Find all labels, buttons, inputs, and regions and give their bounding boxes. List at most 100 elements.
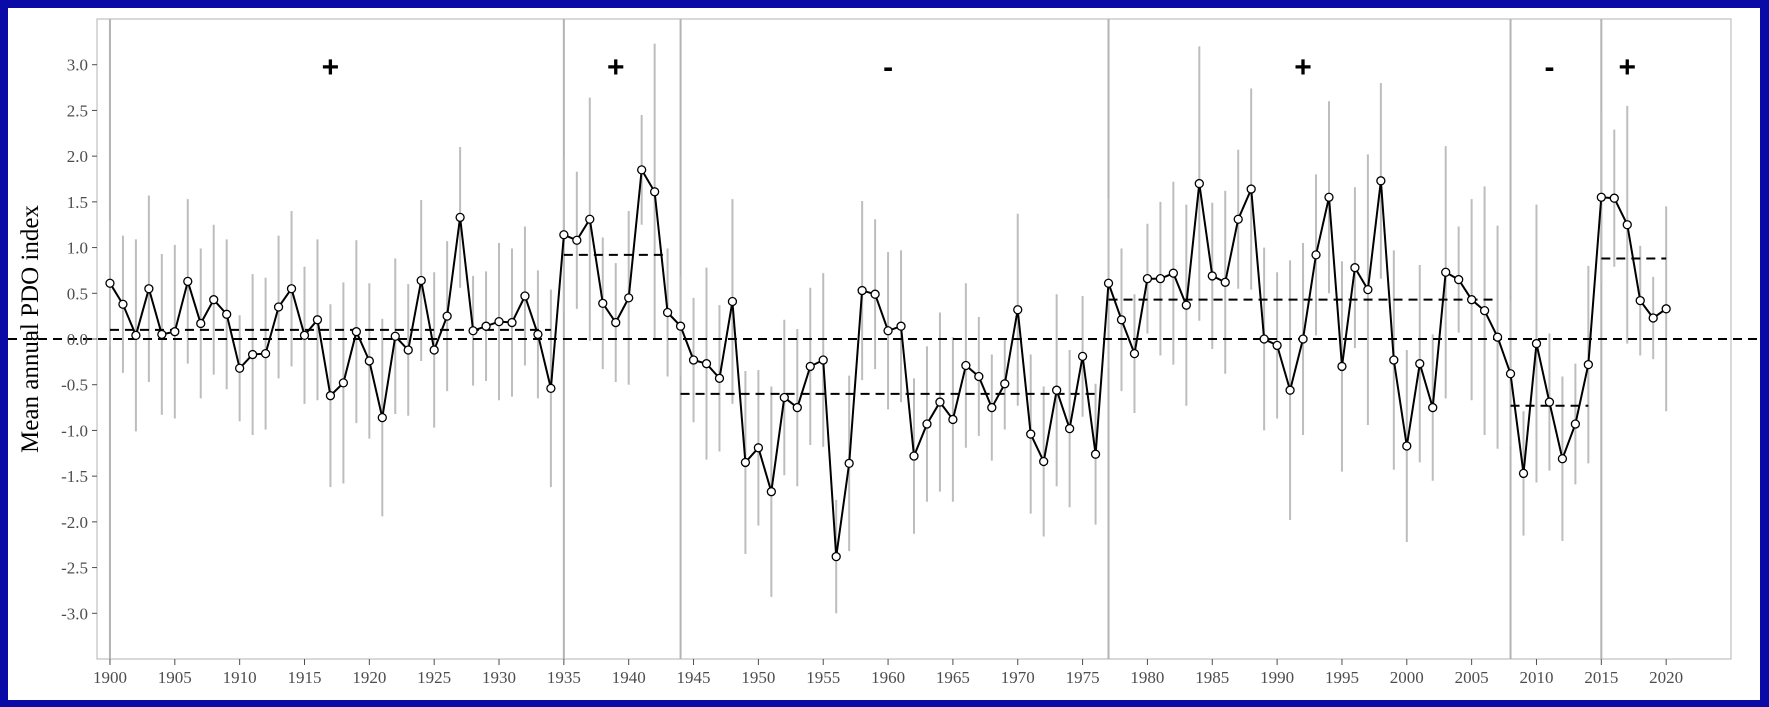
data-point	[1337, 361, 1347, 372]
data-point	[974, 371, 984, 382]
data-point	[948, 414, 958, 425]
data-point	[662, 307, 673, 318]
data-point	[1415, 359, 1425, 369]
x-tick-label: 1965	[936, 668, 970, 687]
data-point	[727, 296, 738, 307]
data-point	[273, 302, 284, 312]
data-point	[1090, 449, 1101, 459]
data-point	[1635, 295, 1645, 306]
data-point	[740, 457, 751, 468]
pdo-chart: + + - + - + 1900 1905 1910 1915 1920 1925 1930 1935 1…	[8, 18, 1760, 687]
data-point	[442, 311, 452, 321]
data-point	[1557, 454, 1568, 464]
data-point	[1285, 385, 1295, 395]
data-point	[598, 298, 608, 308]
x-tick-label: 1920	[352, 668, 386, 687]
phase-sign-label: -	[1544, 51, 1554, 84]
data-point	[585, 214, 595, 224]
data-point	[481, 321, 491, 331]
phase-signs: + + - + - +	[322, 51, 1636, 84]
phase-sign-label: +	[322, 51, 340, 84]
x-tick-label: 2005	[1455, 668, 1489, 687]
x-tick-label: 1975	[1066, 668, 1100, 687]
data-point	[1233, 214, 1243, 224]
data-point	[1661, 304, 1671, 314]
data-point	[637, 165, 647, 175]
data-point	[1609, 193, 1619, 203]
x-tick-label: 1985	[1195, 668, 1229, 687]
data-point	[1039, 456, 1049, 467]
data-point	[1142, 274, 1153, 284]
data-point	[390, 331, 400, 341]
data-point	[1583, 359, 1593, 370]
x-tick-label: 2020	[1649, 668, 1683, 687]
data-point	[507, 317, 517, 328]
data-point	[987, 402, 997, 413]
data-point	[675, 321, 686, 331]
data-point	[831, 551, 841, 562]
data-point	[1129, 348, 1140, 359]
data-point	[1207, 271, 1217, 281]
pdo-points	[105, 165, 1671, 562]
y-tick-label: -2.0	[61, 513, 88, 532]
x-tick-label: 1990	[1260, 668, 1294, 687]
data-point	[1479, 306, 1490, 316]
x-tick-label: 1910	[223, 668, 257, 687]
data-point	[468, 326, 478, 336]
data-point	[1622, 220, 1632, 230]
data-point	[1155, 274, 1166, 284]
data-point	[338, 378, 349, 388]
x-tick-label: 2015	[1584, 668, 1618, 687]
data-point	[377, 412, 387, 423]
y-tick-label: -2.5	[61, 559, 88, 578]
data-point	[403, 345, 413, 355]
data-point	[792, 402, 802, 413]
data-point	[1492, 332, 1503, 342]
data-point	[1298, 334, 1308, 344]
data-point	[222, 309, 232, 319]
data-point	[1272, 340, 1282, 351]
data-point	[546, 383, 556, 394]
data-point	[1324, 192, 1334, 202]
x-tick-label: 1945	[677, 668, 711, 687]
data-point	[1648, 313, 1658, 323]
data-point	[1077, 351, 1088, 362]
data-point	[1064, 423, 1075, 434]
chart-frame: + + - + - + 1900 1905 1910 1915 1920 1925 1930 1935 1…	[8, 8, 1760, 700]
y-tick-label: 2.5	[67, 101, 88, 120]
y-axis: -3.0 -2.5 -2.0 -1.5 -1.0 -0.5 0.0 0.5 1.0 1.5 2.0 2…	[61, 56, 97, 623]
x-tick-label: 1915	[287, 668, 321, 687]
data-point	[857, 285, 867, 296]
data-point	[247, 349, 258, 360]
y-tick-label: -1.0	[61, 421, 88, 440]
data-point	[1454, 274, 1464, 285]
x-tick-label: 1940	[612, 668, 646, 687]
data-point	[1220, 277, 1230, 287]
data-point	[1531, 338, 1542, 349]
data-point	[922, 419, 932, 429]
data-point	[416, 275, 426, 286]
x-axis: 1900 1905 1910 1915 1920 1925 1930 1935 1940 1945…	[93, 659, 1683, 687]
data-point	[701, 359, 712, 369]
y-tick-label: -1.5	[61, 467, 88, 486]
data-point	[766, 487, 776, 497]
data-point	[196, 318, 206, 329]
data-point	[1505, 369, 1516, 379]
data-point	[1466, 295, 1477, 305]
phase-sign-label: +	[1294, 51, 1312, 84]
data-point	[1013, 305, 1023, 315]
y-tick-label: 3.0	[67, 56, 88, 75]
data-point	[1311, 250, 1321, 260]
data-point	[1181, 300, 1191, 310]
data-point	[364, 356, 374, 366]
data-point	[1168, 268, 1179, 278]
data-point	[209, 295, 219, 305]
data-point	[118, 299, 128, 309]
data-point	[1389, 355, 1399, 365]
y-tick-label: 2.0	[67, 147, 88, 166]
data-point	[1103, 278, 1114, 288]
data-point	[520, 291, 530, 301]
data-point	[131, 330, 141, 340]
data-point	[312, 315, 323, 325]
y-axis-title: Mean annual PDO index	[17, 205, 44, 453]
